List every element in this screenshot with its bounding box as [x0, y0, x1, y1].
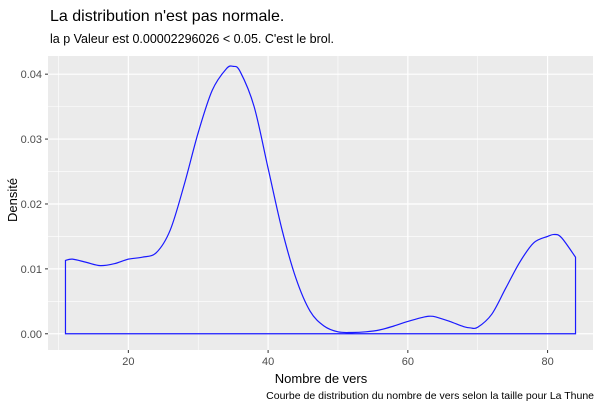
x-tick-label: 60	[402, 356, 414, 368]
chart-subtitle: la p Valeur est 0.00002296026 < 0.05. C'…	[50, 32, 334, 46]
density-curve	[64, 65, 577, 335]
chart-title: La distribution n'est pas normale.	[50, 8, 284, 25]
x-tick-label: 80	[541, 356, 553, 368]
x-axis-ticks: 20 40 60 80	[122, 350, 554, 368]
y-tick-label: 0.03	[21, 134, 42, 146]
y-tick-label: 0.04	[21, 69, 42, 81]
y-tick-label: 0.02	[21, 199, 42, 211]
grid-minor	[48, 56, 593, 350]
y-tick-label: 0.00	[21, 329, 42, 341]
y-axis-ticks: 0.00 0.01 0.02 0.03 0.04	[21, 69, 48, 341]
x-axis-title: Nombre de vers	[275, 371, 368, 386]
y-axis-title: Densité	[5, 178, 20, 222]
chart-caption: Courbe de distribution du nombre de vers…	[266, 390, 594, 402]
y-tick-label: 0.01	[21, 264, 42, 276]
x-tick-label: 40	[262, 356, 274, 368]
plot-panel	[48, 56, 593, 350]
x-tick-label: 20	[122, 356, 134, 368]
